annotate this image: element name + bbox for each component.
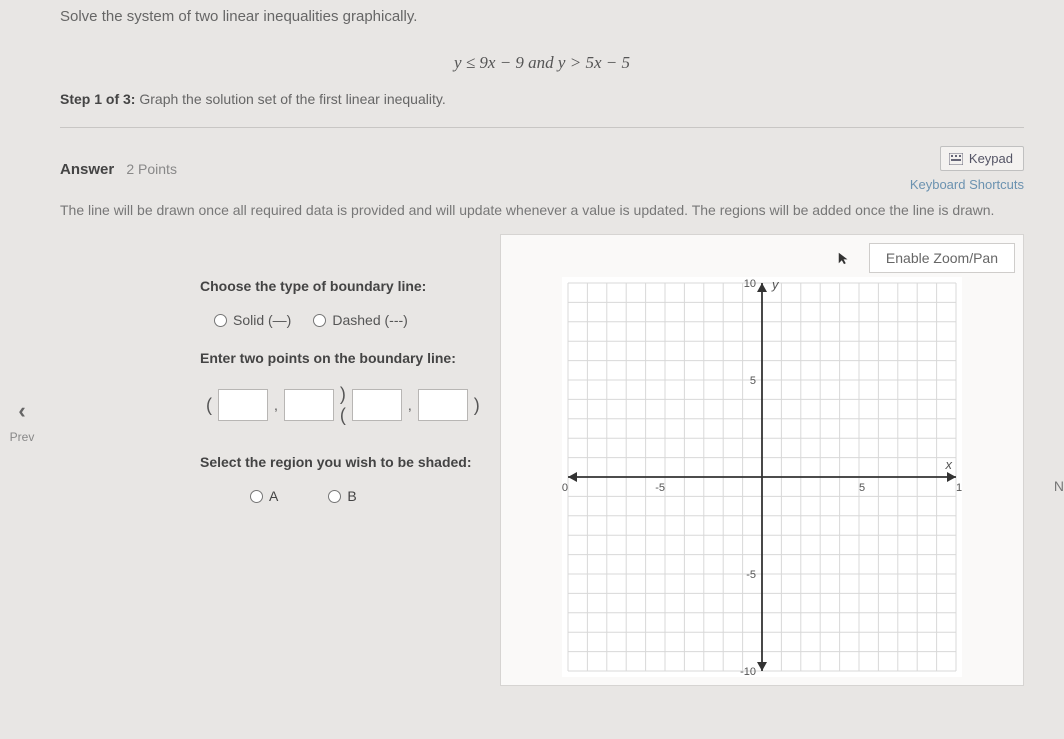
answer-label: Answer <box>60 161 114 178</box>
coordinate-graph[interactable]: -10 -10 -5 -5 5 5 10 10 x y <box>562 277 962 677</box>
shade-a-radio[interactable] <box>250 490 263 503</box>
shade-a-option[interactable]: A <box>250 488 278 504</box>
points-input-row: ( , ) ( , ) <box>200 384 480 426</box>
point1-y-input[interactable] <box>284 389 334 421</box>
keypad-button[interactable]: Keypad <box>940 146 1024 171</box>
prev-nav[interactable]: ‹ Prev <box>0 398 44 444</box>
enable-zoom-button[interactable]: Enable Zoom/Pan <box>869 243 1015 273</box>
point1-x-input[interactable] <box>218 389 268 421</box>
graph-panel: Enable Zoom/Pan -10 -10 -5 -5 5 5 10 10 x y <box>500 234 1024 686</box>
boundary-dashed-label: Dashed (---) <box>332 312 407 328</box>
svg-text:5: 5 <box>750 375 756 387</box>
chevron-left-icon: ‹ <box>0 398 44 424</box>
shade-group: A B <box>200 488 480 504</box>
boundary-solid-label: Solid (—) <box>233 312 291 328</box>
point2-y-input[interactable] <box>418 389 468 421</box>
comma-1: , <box>274 397 278 413</box>
shade-b-option[interactable]: B <box>328 488 356 504</box>
shade-b-label: B <box>347 488 356 504</box>
svg-text:x: x <box>944 457 952 472</box>
shade-b-radio[interactable] <box>328 490 341 503</box>
paren-close-2: ) <box>474 395 480 416</box>
answer-header: Answer 2 Points <box>60 161 177 178</box>
next-edge-hint: N <box>1054 478 1064 494</box>
question-equation: y ≤ 9x − 9 and y > 5x − 5 <box>60 53 1024 73</box>
boundary-solid-radio[interactable] <box>214 314 227 327</box>
boundary-dashed-radio[interactable] <box>313 314 326 327</box>
boundary-type-label: Choose the type of boundary line: <box>200 278 480 294</box>
keypad-icon <box>949 153 963 165</box>
svg-text:5: 5 <box>859 482 865 494</box>
question-prompt: Solve the system of two linear inequalit… <box>60 8 1024 25</box>
paren-close-1: ) ( <box>340 384 346 426</box>
svg-text:10: 10 <box>744 278 756 290</box>
cursor-icon[interactable] <box>837 251 851 265</box>
shade-a-label: A <box>269 488 278 504</box>
svg-text:y: y <box>771 277 780 292</box>
svg-text:-5: -5 <box>746 569 756 581</box>
boundary-solid-option[interactable]: Solid (—) <box>214 312 291 328</box>
shade-label: Select the region you wish to be shaded: <box>200 454 480 470</box>
point2-x-input[interactable] <box>352 389 402 421</box>
step-label: Step 1 of 3: <box>60 91 135 107</box>
points-label: Enter two points on the boundary line: <box>200 350 480 366</box>
answer-points: 2 Points <box>126 161 177 177</box>
step-line: Step 1 of 3: Graph the solution set of t… <box>60 91 1024 107</box>
boundary-type-group: Solid (—) Dashed (---) <box>200 312 480 328</box>
svg-text:-10: -10 <box>740 666 756 677</box>
svg-text:-10: -10 <box>562 482 568 494</box>
divider-top <box>60 127 1024 128</box>
paren-open-1: ( <box>206 395 212 416</box>
helper-text: The line will be drawn once all required… <box>60 202 1024 218</box>
comma-2: , <box>408 397 412 413</box>
boundary-dashed-option[interactable]: Dashed (---) <box>313 312 407 328</box>
svg-text:-5: -5 <box>655 482 665 494</box>
prev-label: Prev <box>0 430 44 444</box>
keypad-button-label: Keypad <box>969 151 1013 166</box>
keyboard-shortcuts-link[interactable]: Keyboard Shortcuts <box>910 177 1024 192</box>
step-text: Graph the solution set of the first line… <box>135 91 445 107</box>
svg-text:10: 10 <box>956 482 962 494</box>
